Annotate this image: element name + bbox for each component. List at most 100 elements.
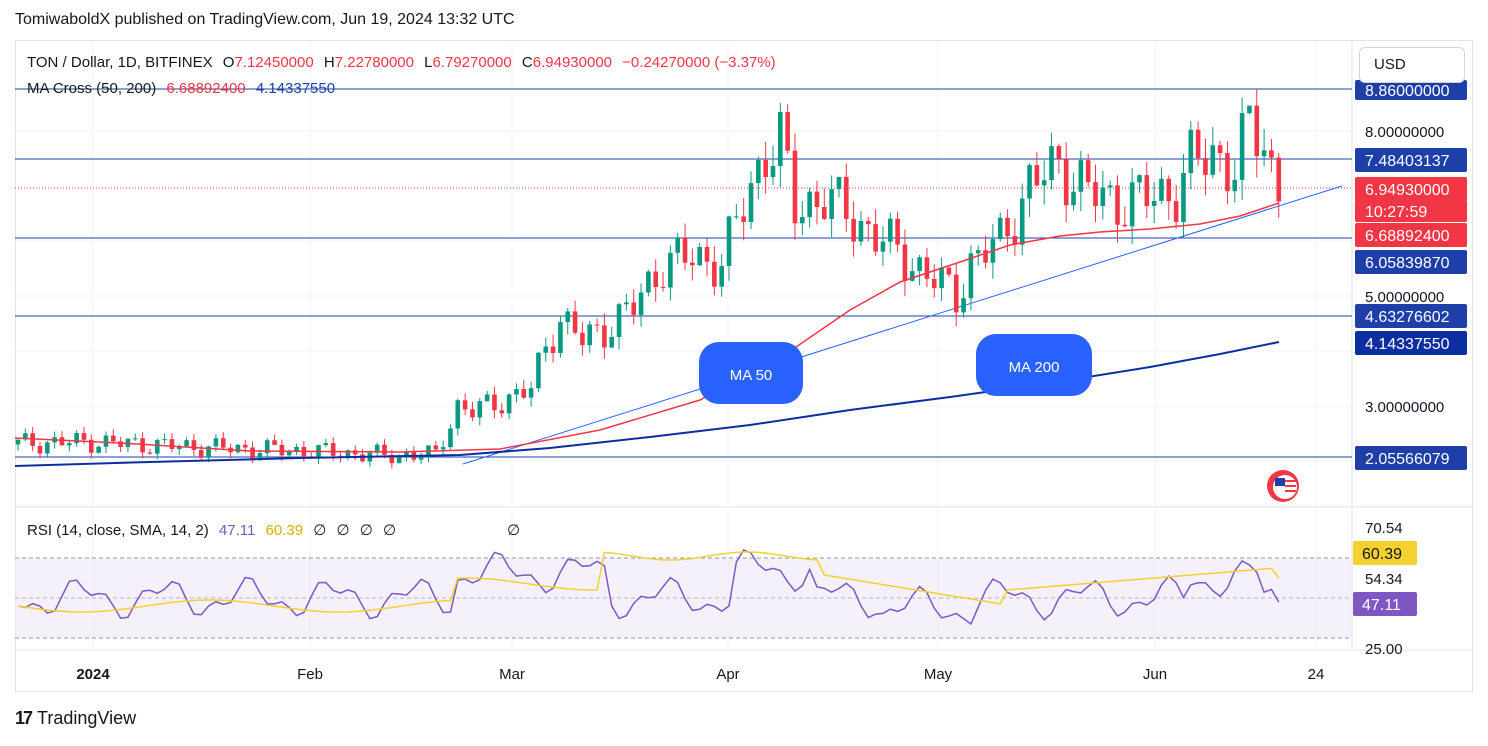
candle-body (909, 271, 915, 281)
candle-body (118, 441, 123, 447)
candle-body (763, 159, 768, 178)
candle-body (558, 322, 563, 354)
candle-body (668, 252, 673, 288)
candle-body (1005, 217, 1010, 236)
open-value: 7.12450000 (234, 54, 314, 71)
candle-body (264, 440, 270, 454)
annotation-bubble (976, 334, 1092, 396)
rsi-sma-value: 60.39 (265, 522, 304, 539)
candle-body (550, 346, 556, 354)
candle-body (580, 332, 585, 346)
candle-body (477, 401, 483, 418)
candle-body (704, 246, 710, 262)
candle-body (374, 444, 380, 453)
candle-body (961, 298, 966, 313)
rsi-label: RSI (14, close, SMA, 14, 2) (27, 522, 209, 539)
ohlc-legend: TON / Dollar, 1D, BITFINEX O7.12450000 H… (27, 54, 776, 71)
candle-body (1151, 200, 1157, 206)
candle-body (682, 237, 688, 263)
candle-body (1159, 178, 1164, 201)
candle-body (132, 438, 138, 440)
candle-body (272, 440, 277, 445)
rsi-line (17, 549, 1280, 626)
price-tag-bg (1355, 80, 1467, 100)
candle-body (770, 165, 776, 178)
candle-body (492, 394, 497, 411)
candle-body (1056, 146, 1062, 159)
candle-body (506, 394, 512, 414)
candle-body (235, 444, 241, 453)
candle-body (257, 453, 263, 459)
candle-body (660, 286, 666, 288)
candle-body (1071, 191, 1076, 206)
candle-body (1210, 145, 1216, 175)
price-tag-label: 4.63276602 (1365, 309, 1450, 326)
ma200-value: 4.14337550 (255, 80, 336, 97)
rsi-tag-bg (1353, 592, 1417, 616)
candle-body (653, 271, 659, 287)
candle-body (616, 304, 622, 337)
candle-body (1137, 175, 1142, 183)
rsi-tag-bg (1353, 541, 1417, 565)
close-value: 6.94930000 (532, 54, 612, 71)
rsi-sma-line (17, 551, 1280, 613)
us-flag-icon (1267, 470, 1299, 502)
candle-body (800, 217, 805, 224)
time-tick-label: Mar (499, 666, 525, 683)
ma50-value: 6.68892400 (166, 80, 246, 97)
rsi-pane (15, 549, 1352, 639)
candle-body (785, 112, 790, 151)
candle-body (822, 206, 827, 219)
price-tick-label: 8.00000000 (1365, 124, 1444, 141)
candle-body (741, 216, 746, 223)
candle-body (836, 176, 842, 190)
rsi-marker: ∅ (507, 522, 521, 539)
ma-label: MA Cross (50, 200) (27, 80, 157, 97)
candle-body (1239, 113, 1245, 180)
candle-body (1188, 129, 1194, 174)
candle-body (1122, 224, 1128, 227)
candle-body (646, 271, 651, 293)
candle-body (455, 400, 461, 429)
candle-body (748, 183, 754, 223)
candle-body (756, 159, 761, 184)
ma200-line (14, 341, 1280, 467)
candle-body (843, 176, 849, 219)
candle-body (1027, 165, 1032, 199)
candle-body (382, 444, 387, 455)
candle-body (858, 221, 864, 242)
candle-body (895, 218, 900, 245)
candle-body (712, 261, 717, 287)
candle-body (953, 274, 959, 313)
candle-body (873, 224, 878, 252)
candle-body (514, 389, 519, 395)
candle-body (880, 241, 886, 252)
candle-body (330, 443, 336, 456)
annotations: MA 50 MA 200 (699, 334, 1092, 404)
candle-body (389, 454, 395, 464)
candle-body (997, 217, 1003, 240)
flag-canton (1275, 478, 1285, 486)
candle-body (499, 410, 505, 414)
tradingview-logo[interactable]: 17 TradingView (15, 708, 136, 729)
candle-body (404, 452, 409, 456)
candle-body (1085, 160, 1091, 183)
candle-body (1232, 179, 1238, 192)
candle-body (67, 443, 72, 446)
candle-body (719, 265, 724, 287)
candle-body (814, 191, 820, 207)
rsi-tick-label: 54.34 (1365, 571, 1403, 588)
time-tick-label: Feb (297, 666, 323, 683)
price-tag-label: 4.14337550 (1365, 336, 1450, 353)
currency-selector[interactable]: USD (1359, 47, 1465, 83)
rsi-tick-label: 70.54 (1365, 520, 1403, 537)
candle-body (851, 218, 856, 242)
candle-body (345, 450, 351, 459)
candle-body (675, 237, 680, 253)
candle-body (470, 409, 475, 418)
candle-body (191, 440, 197, 450)
candle-body (176, 446, 182, 449)
annotation-label: MA 200 (1009, 359, 1060, 376)
publisher-line: TomiwaboldX published on TradingView.com… (15, 11, 515, 28)
